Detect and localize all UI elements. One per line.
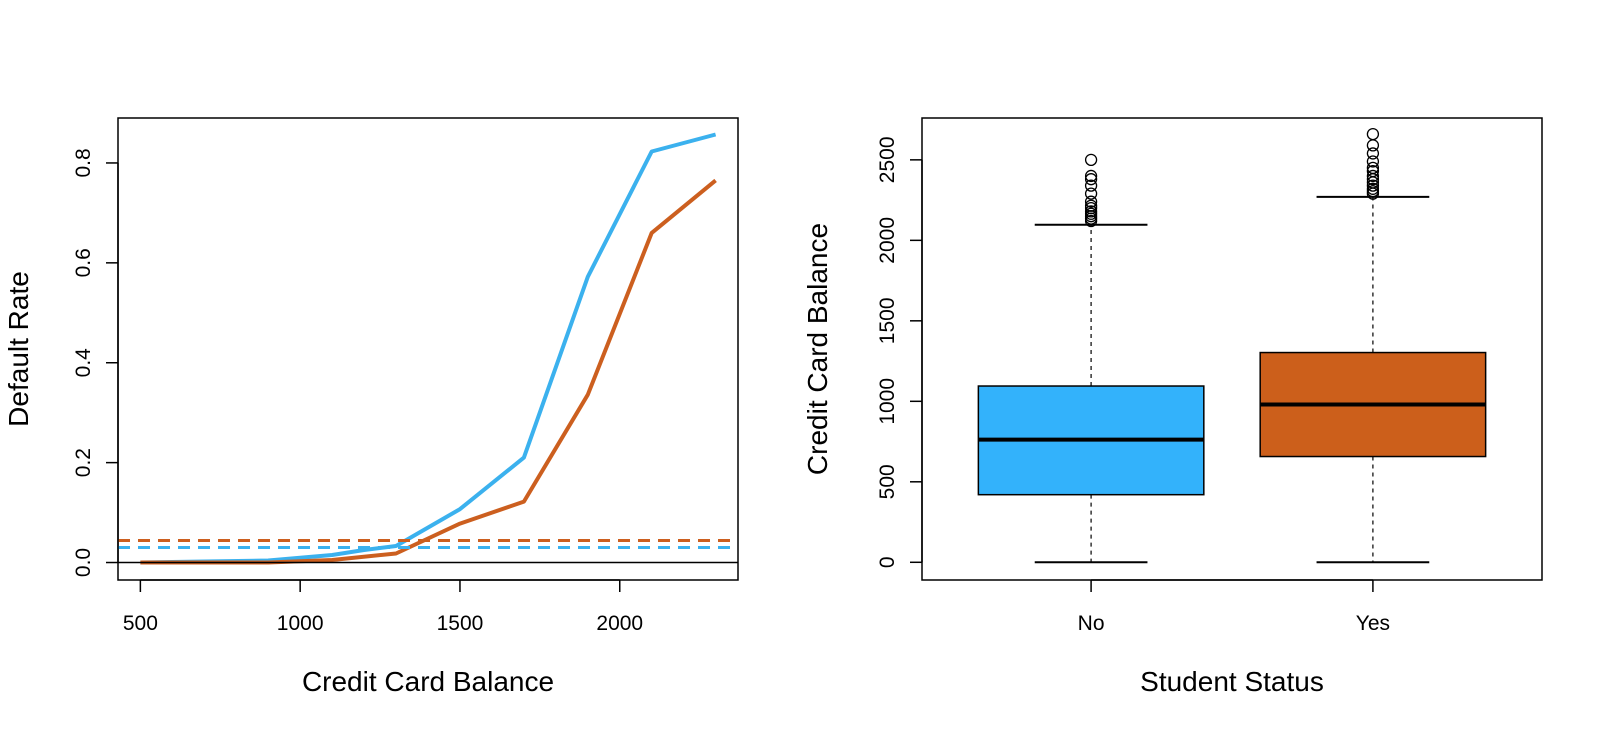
outlier-point xyxy=(1366,182,1380,195)
x-axis-title-left: Credit Card Balance xyxy=(302,666,554,697)
outlier-point xyxy=(1084,199,1098,212)
plot-frame-right xyxy=(921,117,1543,581)
y-tick-label: 0.6 xyxy=(72,248,95,277)
y-tick-label: 1500 xyxy=(876,297,899,344)
y-tick-label: 1000 xyxy=(876,378,899,425)
y-tick-label: 500 xyxy=(876,464,899,499)
y-axis-left: 0.0 0.2 0.4 0.6 0.8 xyxy=(72,148,119,577)
outlier-point xyxy=(1084,205,1098,218)
outlier-point xyxy=(1084,169,1098,183)
outlier-point xyxy=(1084,179,1098,192)
x-axis-right: No Yes xyxy=(1078,579,1390,635)
line-series-0 xyxy=(140,132,717,565)
outlier-point xyxy=(1366,169,1380,183)
y-tick-label: 0.4 xyxy=(72,348,95,378)
x-tick-label: Yes xyxy=(1356,612,1390,635)
box-group xyxy=(977,127,1487,564)
outlier-point xyxy=(1366,147,1380,160)
outlier-point xyxy=(1366,155,1380,168)
outlier-point xyxy=(1084,153,1098,167)
y-axis-title-right: Credit Card Balance xyxy=(802,223,833,475)
x-tick-label: No xyxy=(1078,612,1105,635)
outlier-point xyxy=(1366,127,1380,141)
outlier-point xyxy=(1366,139,1380,152)
y-tick-label: 0.8 xyxy=(72,148,95,177)
y-tick-label: 0 xyxy=(876,556,899,568)
y-axis-title-left: Default Rate xyxy=(3,271,34,427)
line-series-group xyxy=(118,132,738,565)
x-tick-label: 2000 xyxy=(596,612,643,635)
outlier-point xyxy=(1366,164,1380,178)
outlier-point xyxy=(1084,173,1098,186)
outlier-point xyxy=(1084,195,1098,208)
x-tick-label: 500 xyxy=(123,612,158,635)
plot-frame-left xyxy=(117,117,739,581)
x-axis-left: 500 1000 1500 2000 xyxy=(123,579,643,635)
y-tick-label: 0.0 xyxy=(72,548,95,577)
outlier-point xyxy=(1366,161,1380,175)
outlier-point xyxy=(1366,179,1380,192)
x-tick-label: 1500 xyxy=(437,612,484,635)
outlier-point xyxy=(1084,187,1098,200)
y-tick-label: 0.2 xyxy=(72,448,95,477)
x-axis-title-right: Student Status xyxy=(1140,666,1324,697)
credit-balance-box-plot: No Yes 0 500 1000 1500 2000 2500 Student Statu… xyxy=(802,117,1543,697)
y-axis-right: 0 500 1000 1500 2000 2500 xyxy=(876,136,923,568)
x-tick-label: 1000 xyxy=(277,612,324,635)
y-tick-label: 2500 xyxy=(876,136,899,183)
default-rate-line-chart: 500 1000 1500 2000 0.0 0.2 0.4 0.6 0.8 Credit C… xyxy=(3,117,739,697)
y-tick-label: 2000 xyxy=(876,217,899,264)
line-series-1 xyxy=(140,178,717,565)
